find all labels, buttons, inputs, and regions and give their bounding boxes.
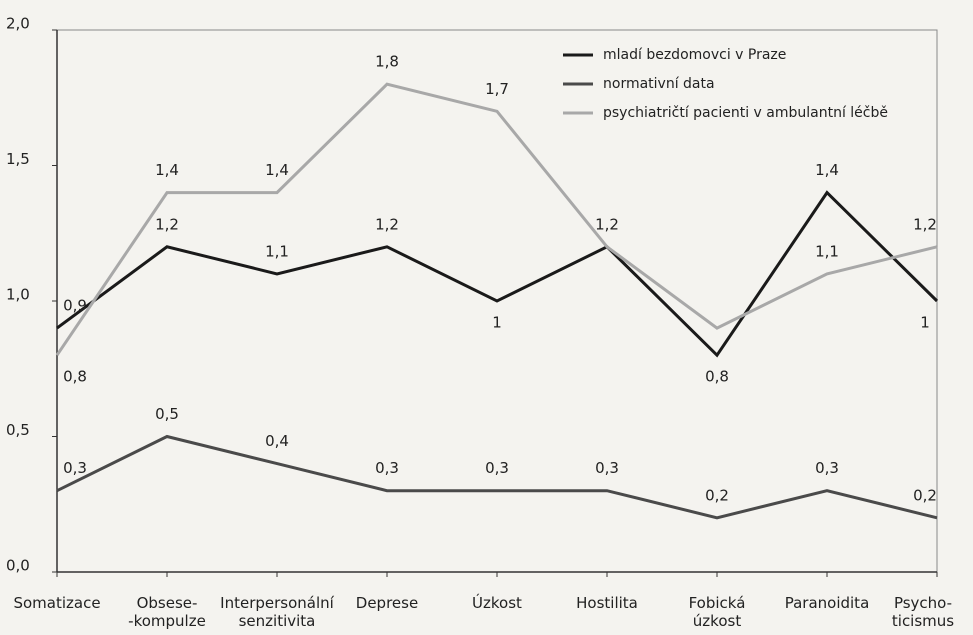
series-line — [56, 434, 938, 520]
data-label: 0,3 — [375, 459, 399, 477]
data-label: 1,8 — [375, 53, 399, 71]
data-label: 1,4 — [815, 161, 839, 179]
series-line — [55, 82, 938, 357]
x-tick-label: Deprese — [355, 594, 419, 612]
data-label: 1 — [492, 314, 502, 332]
x-tick-label: Hostilita — [576, 594, 638, 612]
data-label: 0,8 — [63, 368, 87, 386]
x-tick-label: Interpersonální senzitivita — [220, 594, 334, 630]
x-tick-label: Obsese- -kompulze — [128, 594, 206, 630]
data-label: 1,4 — [155, 161, 179, 179]
x-tick-label: Fobická úzkost — [688, 594, 746, 630]
data-label: 0,5 — [155, 405, 179, 423]
y-tick-label: 1,0 — [6, 286, 30, 304]
data-label: 0,3 — [485, 459, 509, 477]
x-tick-label: Úzkost — [472, 594, 522, 612]
x-tick-label: Psycho- ticismus — [891, 594, 955, 630]
y-tick-label: 0,0 — [6, 557, 30, 575]
data-label: 0,2 — [705, 486, 729, 504]
y-tick-label: 2,0 — [6, 15, 30, 33]
data-label: 1,1 — [265, 242, 289, 260]
y-tick-label: 0,5 — [6, 421, 30, 439]
data-label: 1 — [920, 314, 930, 332]
data-label: 0,9 — [63, 297, 87, 315]
x-tick-label: Paranoidita — [784, 594, 870, 612]
data-label: 0,2 — [913, 486, 937, 504]
data-label: 0,4 — [265, 432, 289, 450]
x-tick-label: Somatizace — [13, 594, 101, 612]
data-label: 0,3 — [63, 459, 87, 477]
y-tick-label: 1,5 — [6, 150, 30, 168]
legend-label: normativní data — [603, 76, 715, 92]
data-label: 1,2 — [595, 215, 619, 233]
series-line — [56, 190, 939, 358]
data-label: 0,3 — [595, 459, 619, 477]
data-label: 1,4 — [265, 161, 289, 179]
data-label: 1,2 — [913, 215, 937, 233]
data-label: 1,1 — [815, 242, 839, 260]
legend-label: mladí bezdomovci v Praze — [603, 47, 786, 63]
data-label: 0,3 — [815, 459, 839, 477]
data-label: 0,8 — [705, 368, 729, 386]
legend-label: psychiatričtí pacienti v ambulantní léčb… — [603, 105, 888, 121]
data-label: 1,7 — [485, 80, 509, 98]
data-label: 1,2 — [155, 215, 179, 233]
data-label: 1,2 — [375, 215, 399, 233]
